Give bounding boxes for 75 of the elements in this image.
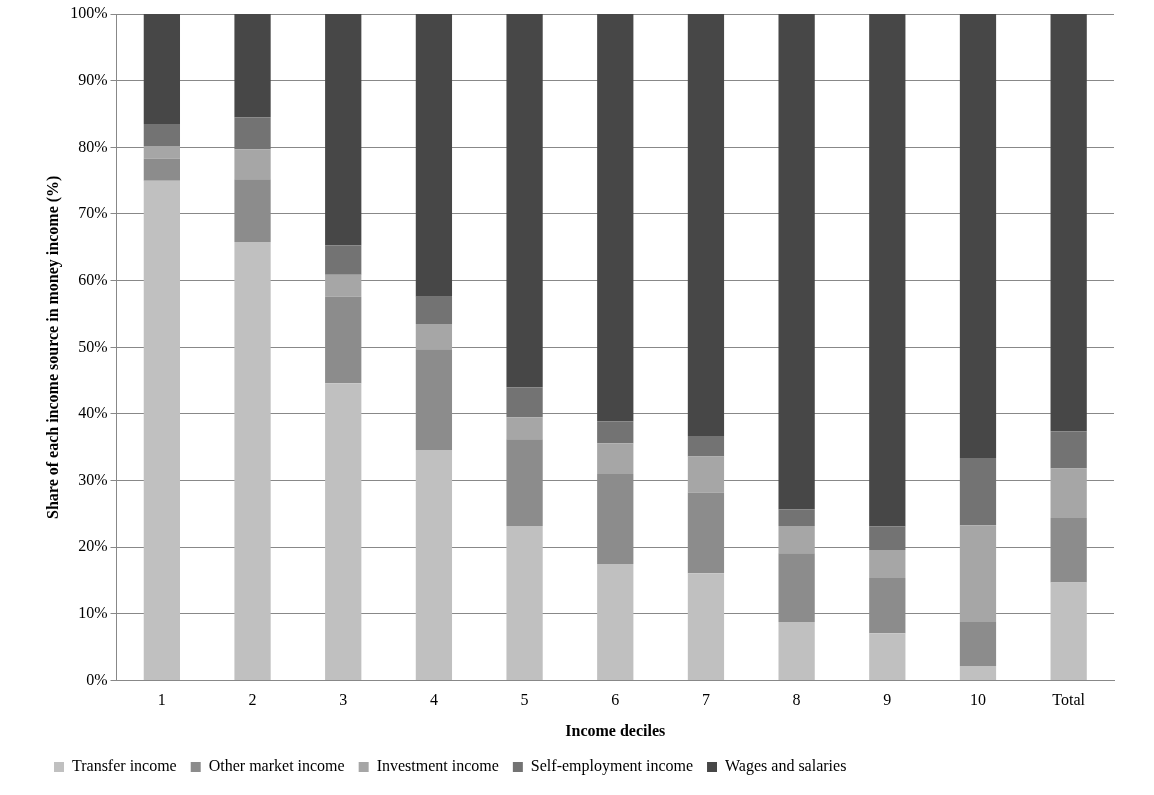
bar xyxy=(869,526,906,550)
y-tick-label: 20% xyxy=(78,537,108,555)
bar xyxy=(869,633,906,681)
x-tick-label: Total xyxy=(1052,691,1086,709)
bar xyxy=(415,14,453,297)
x-tick-label: 10 xyxy=(969,691,986,709)
legend-label: Transfer income xyxy=(72,757,177,775)
x-tick-label: 1 xyxy=(157,691,166,709)
y-tick-label: 90% xyxy=(78,70,108,88)
bar xyxy=(506,387,543,418)
bar xyxy=(687,456,725,493)
bar xyxy=(778,14,815,510)
bar xyxy=(778,525,815,554)
bar xyxy=(959,14,997,458)
bar xyxy=(1050,431,1087,469)
bar xyxy=(597,443,634,474)
x-tick-label: 2 xyxy=(248,691,257,709)
y-tick-label: 50% xyxy=(78,337,108,355)
bar xyxy=(143,158,180,181)
bar xyxy=(597,563,634,681)
bar xyxy=(143,180,180,681)
bar xyxy=(1050,582,1087,681)
y-tick-label: 80% xyxy=(78,137,108,155)
bar xyxy=(597,14,634,422)
bar xyxy=(959,457,997,526)
x-tick-label: 6 xyxy=(611,691,620,709)
legend-label: Investment income xyxy=(376,757,499,775)
y-axis-title: Share of each income source in money income (%) xyxy=(43,175,62,519)
bar xyxy=(506,14,543,388)
bar xyxy=(959,665,997,681)
x-tick-label: 7 xyxy=(701,691,710,709)
y-tick-label: 30% xyxy=(78,470,108,488)
x-axis-title: Income deciles xyxy=(565,721,666,739)
x-tick-label: 4 xyxy=(429,691,438,709)
y-tick-label: 40% xyxy=(78,404,108,422)
y-tick-label: 100% xyxy=(70,4,108,22)
bar xyxy=(778,621,815,681)
bar xyxy=(234,117,271,150)
bar xyxy=(1050,14,1087,432)
bar xyxy=(234,14,271,118)
bar xyxy=(869,549,906,578)
bar xyxy=(325,274,362,297)
bar xyxy=(325,14,362,246)
bar xyxy=(687,435,725,457)
bar xyxy=(1050,468,1087,518)
legend-label: Wages and salaries xyxy=(725,757,847,776)
bar xyxy=(959,621,997,666)
y-tick-label: 10% xyxy=(78,604,108,622)
y-tick-label: 70% xyxy=(78,204,108,222)
bar xyxy=(234,149,271,180)
bar xyxy=(325,383,362,681)
bar xyxy=(959,525,997,622)
bar xyxy=(778,509,815,526)
bar xyxy=(869,14,906,527)
legend-label: Other market income xyxy=(208,757,345,775)
legend-label: Self-employment income xyxy=(530,757,694,776)
bar xyxy=(415,296,453,324)
x-tick-label: 9 xyxy=(883,691,892,709)
bar xyxy=(597,421,634,444)
bar xyxy=(506,417,543,440)
bar xyxy=(143,145,180,159)
bar xyxy=(234,241,271,681)
bar xyxy=(415,323,453,350)
bar xyxy=(415,449,453,681)
bar xyxy=(325,245,362,275)
x-tick-label: 3 xyxy=(339,691,348,709)
bar xyxy=(687,14,725,436)
bar xyxy=(687,573,725,681)
bar xyxy=(143,123,180,146)
y-tick-label: 0% xyxy=(86,670,108,688)
bar xyxy=(506,525,543,681)
bar xyxy=(143,14,180,124)
x-tick-label: 8 xyxy=(792,691,801,709)
x-tick-label: 5 xyxy=(520,691,529,709)
y-tick-label: 60% xyxy=(78,270,108,288)
